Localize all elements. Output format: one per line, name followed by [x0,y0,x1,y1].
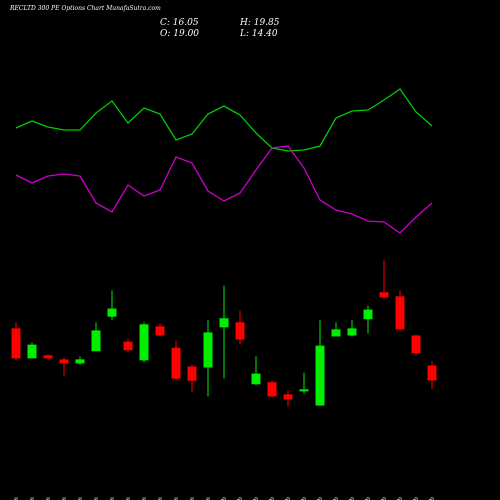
x-tick-label: 20 Jan [93,497,100,500]
x-tick-label: 14 Jan [45,497,52,500]
candle-body [75,359,85,364]
chart-title: RECLTD 300 PE Options Chart MunafaSutra.… [9,5,161,12]
candle-body [411,335,421,354]
candle-body [171,347,181,379]
candle-body [155,326,165,336]
x-tick-label: 23 Jan [141,497,148,500]
candle-body [59,359,69,364]
candle-body [107,308,117,317]
candle-body [43,355,53,359]
x-tick-label: 19 Jan [77,497,84,500]
candle-body [331,329,341,337]
candle-body [427,365,437,381]
x-tick-label: 01 Feb [221,497,228,500]
x-tick-label: 13 Feb [381,497,388,500]
x-tick-label: 22 Jan [125,497,132,500]
candle-body [395,296,405,330]
x-tick-label: 11 Feb [349,497,356,500]
candle-body [283,394,293,400]
candle-body [379,292,389,298]
candle-body [27,344,37,359]
candle-body [363,309,373,320]
candle-body [203,332,213,368]
open-info: O: 19.00 [160,29,199,39]
x-tick-label: 27 Jan [157,497,164,500]
candle-body [219,318,229,328]
x-tick-label: 21 Jan [109,497,116,500]
low-info: L: 14.40 [239,29,278,39]
candle-body [235,322,245,340]
x-tick-label: 06 Feb [301,497,308,500]
indicator-line [15,145,433,234]
x-tick-label: 09 Feb [317,497,324,500]
indicator-line [15,88,433,152]
x-tick-label: 18 Feb [429,497,436,500]
x-tick-label: 05 Feb [285,497,292,500]
candle-body [123,341,133,351]
candle-body [187,366,197,381]
x-tick-label: 12 Feb [365,497,372,500]
close-info: C: 16.05 [160,18,199,28]
x-tick-label: 17 Feb [413,497,420,500]
candle-body [267,382,277,397]
x-tick-label: 02 Feb [237,497,244,500]
candle-body [91,330,101,352]
candle-body [251,373,261,385]
x-tick-label: 29 Jan [189,497,196,500]
x-tick-label: 10 Feb [333,497,340,500]
x-tick-label: 28 Jan [173,497,180,500]
candle-body [315,345,325,406]
high-info: H: 19.85 [239,18,280,28]
x-tick-label: 03 Feb [253,497,260,500]
x-tick-label: 12 Jan [13,497,20,500]
x-tick-label: 30 Jan [205,497,212,500]
candle-body [347,328,357,336]
x-tick-label: 16 Feb [397,497,404,500]
x-tick-label: 16 Jan [61,497,68,500]
candle-body [299,389,309,392]
candle-body [139,324,149,361]
x-tick-label: 13 Jan [29,497,36,500]
x-tick-label: 04 Feb [269,497,276,500]
candle-body [11,328,21,359]
